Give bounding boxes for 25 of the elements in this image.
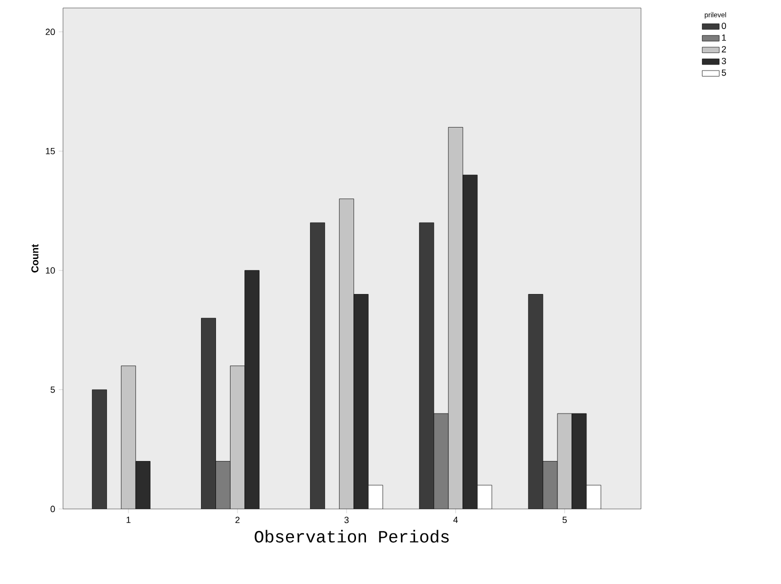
y-tick-label: 0 xyxy=(50,506,55,512)
y-tick-label: 20 xyxy=(46,28,55,36)
bar xyxy=(586,484,602,509)
bar xyxy=(339,198,354,509)
x-tick-label: 5 xyxy=(562,516,567,524)
bar xyxy=(368,484,384,509)
legend-label: 2 xyxy=(722,46,726,52)
bar xyxy=(448,127,464,509)
x-tick-label: 2 xyxy=(235,516,240,524)
x-axis-title: Observation Periods xyxy=(254,530,449,543)
x-tick-label: 1 xyxy=(126,516,130,523)
y-axis-title: Count xyxy=(31,244,38,272)
x-tick-label: 4 xyxy=(453,516,458,523)
bar xyxy=(120,366,136,509)
y-tick-label: 15 xyxy=(46,148,55,154)
legend-label: 0 xyxy=(722,22,726,30)
y-tick-label: 10 xyxy=(46,267,55,274)
y-tick-label: 5 xyxy=(50,386,55,393)
bar xyxy=(477,484,492,509)
bar xyxy=(557,413,572,509)
x-tick-label: 3 xyxy=(344,516,349,524)
legend-label: 1 xyxy=(722,34,726,41)
legend-label: 3 xyxy=(722,58,726,64)
bar xyxy=(230,366,245,509)
legend-label: 5 xyxy=(722,70,726,76)
